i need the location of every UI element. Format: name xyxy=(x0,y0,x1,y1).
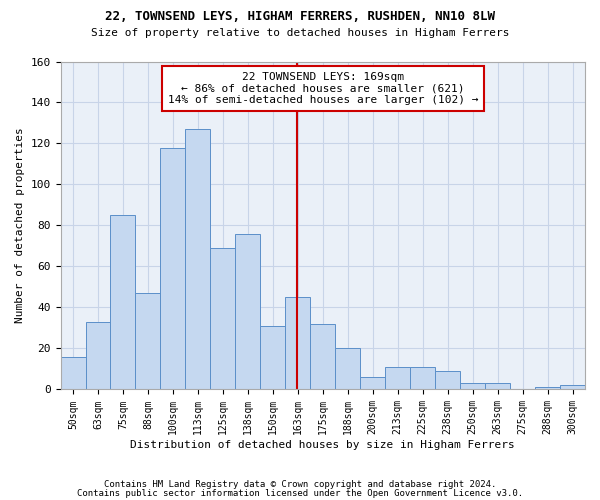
Bar xyxy=(535,388,560,390)
Bar xyxy=(136,293,160,390)
Y-axis label: Number of detached properties: Number of detached properties xyxy=(15,128,25,324)
Bar xyxy=(485,384,510,390)
Bar xyxy=(360,377,385,390)
Bar xyxy=(435,371,460,390)
Bar xyxy=(310,324,335,390)
Text: 22, TOWNSEND LEYS, HIGHAM FERRERS, RUSHDEN, NN10 8LW: 22, TOWNSEND LEYS, HIGHAM FERRERS, RUSHD… xyxy=(105,10,495,23)
Bar xyxy=(286,297,310,390)
Bar xyxy=(460,384,485,390)
Text: Size of property relative to detached houses in Higham Ferrers: Size of property relative to detached ho… xyxy=(91,28,509,38)
Bar xyxy=(110,215,136,390)
Bar xyxy=(260,326,286,390)
Text: Contains HM Land Registry data © Crown copyright and database right 2024.: Contains HM Land Registry data © Crown c… xyxy=(104,480,496,489)
Bar xyxy=(211,248,235,390)
Bar xyxy=(61,356,86,390)
Bar xyxy=(335,348,360,390)
Bar xyxy=(385,367,410,390)
X-axis label: Distribution of detached houses by size in Higham Ferrers: Distribution of detached houses by size … xyxy=(130,440,515,450)
Bar xyxy=(86,322,110,390)
Bar xyxy=(235,234,260,390)
Bar xyxy=(560,386,585,390)
Bar xyxy=(410,367,435,390)
Bar xyxy=(185,129,211,390)
Text: Contains public sector information licensed under the Open Government Licence v3: Contains public sector information licen… xyxy=(77,490,523,498)
Text: 22 TOWNSEND LEYS: 169sqm
← 86% of detached houses are smaller (621)
14% of semi-: 22 TOWNSEND LEYS: 169sqm ← 86% of detach… xyxy=(167,72,478,105)
Bar xyxy=(160,148,185,390)
